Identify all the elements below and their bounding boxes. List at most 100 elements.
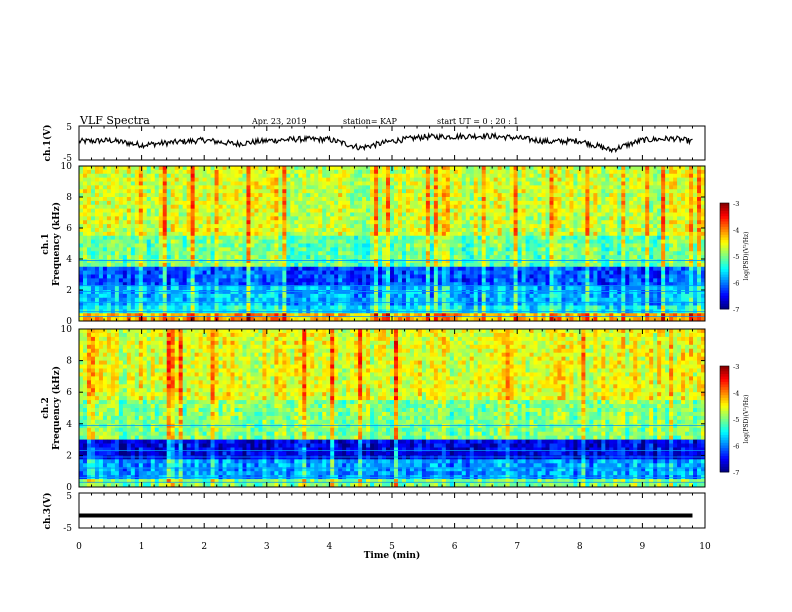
spectrogram-cell	[549, 173, 554, 179]
spectrogram-cell	[493, 239, 499, 244]
spectrogram-cell	[621, 200, 626, 206]
spectrogram-cell	[605, 212, 610, 217]
spectrogram-cell	[242, 278, 247, 283]
spectrogram-cell	[366, 216, 371, 221]
spectrogram-cell	[362, 181, 367, 186]
spectrogram-cell	[609, 262, 614, 268]
spectrogram-cell	[214, 228, 219, 233]
spectrogram-cell	[417, 278, 423, 283]
spectrogram-cell	[326, 208, 331, 213]
spectrogram-cell	[461, 169, 467, 175]
spectrogram-cell	[102, 243, 108, 248]
spectrogram-cell	[473, 208, 479, 213]
spectrogram-cell	[409, 224, 415, 229]
spectrogram-cell	[374, 220, 379, 225]
spectrogram-cell	[521, 266, 526, 272]
spectrogram-cell	[290, 216, 295, 221]
spectrogram-cell	[617, 274, 622, 279]
spectrogram-cell	[298, 262, 303, 268]
spectrogram-cell	[529, 282, 534, 287]
spectrogram-cell	[358, 212, 363, 217]
spectrogram-cell	[326, 224, 331, 229]
spectrogram-cell	[158, 262, 164, 268]
spectrogram-cell	[98, 193, 104, 198]
spectrogram-cell	[110, 231, 116, 237]
spectrogram-cell	[234, 262, 239, 268]
spectrogram-cell	[473, 282, 479, 287]
spectrogram-cell	[501, 274, 507, 279]
spectrogram-cell	[122, 262, 128, 268]
spectrogram-cell	[529, 266, 534, 272]
spectrogram-cell	[473, 177, 479, 182]
spectrogram-cell	[166, 208, 172, 213]
spectrogram-cell	[190, 247, 196, 252]
spectrogram-cell	[413, 197, 419, 202]
spectrogram-cell	[489, 247, 495, 252]
spectrogram-cell	[242, 231, 247, 237]
spectrogram-cell	[306, 274, 311, 279]
spectrogram-cell	[146, 274, 152, 279]
spectrogram-cell	[306, 270, 311, 275]
spectrogram-cell	[154, 197, 160, 202]
spectrogram-cell	[322, 220, 327, 225]
spectrogram-cell	[457, 239, 463, 244]
spectrogram-cell	[621, 239, 626, 244]
spectrogram-cell	[198, 286, 204, 291]
spectrogram-cell	[206, 247, 211, 252]
spectrogram-cell	[298, 247, 303, 252]
spectrogram-cell	[382, 286, 387, 291]
spectrogram-cell	[250, 231, 255, 237]
spectrogram-cell	[489, 185, 495, 190]
spectrogram-cell	[222, 251, 227, 256]
spectrogram-cell	[649, 259, 654, 264]
spectrogram-cell	[633, 262, 638, 268]
spectrogram-cell	[390, 259, 395, 264]
spectrogram-cell	[234, 286, 239, 291]
spectrogram-cell	[158, 197, 164, 202]
spectrogram-cell	[497, 220, 503, 225]
spectrogram-cell	[509, 216, 515, 221]
spectrogram-cell	[158, 251, 164, 256]
spectrogram-cell	[553, 282, 558, 287]
spectrogram-cell	[629, 177, 634, 182]
spectrogram-cell	[449, 259, 455, 264]
spectrogram-cell	[202, 216, 207, 221]
spectrogram-cell	[358, 200, 363, 206]
spectrogram-cell	[346, 255, 351, 260]
spectrogram-cell	[282, 239, 287, 244]
spectrogram-cell	[358, 177, 363, 182]
spectrogram-cell	[106, 228, 112, 233]
spectrogram-cell	[306, 200, 311, 206]
spectrogram-cell	[497, 216, 503, 221]
spectrogram-cell	[689, 228, 694, 233]
spectrogram-cell	[617, 212, 622, 217]
spectrogram-cell	[178, 208, 184, 213]
spectrogram-cell	[533, 185, 538, 190]
spectrogram-cell	[90, 228, 96, 233]
spectrogram-cell	[98, 235, 104, 241]
spectrogram-cell	[390, 216, 395, 221]
spectrogram-cell	[649, 266, 654, 272]
spectrogram-cell	[382, 259, 387, 264]
spectrogram-cell	[290, 204, 295, 210]
spectrogram-cell	[198, 251, 204, 256]
spectrogram-cell	[166, 274, 172, 279]
spectrogram-cell	[593, 224, 598, 229]
spectrogram-cell	[485, 266, 491, 272]
spectrogram-cell	[421, 197, 427, 202]
spectrogram-cell	[98, 208, 104, 213]
spectrogram-cell	[429, 251, 435, 256]
spectrogram-cell	[142, 197, 148, 202]
spectrogram-cell	[657, 181, 662, 186]
spectrogram-cell	[346, 228, 351, 233]
spectrogram-cell	[425, 169, 431, 175]
spectrogram-cell	[637, 193, 642, 198]
spectrogram-cell	[701, 231, 706, 237]
spectrogram-cell	[665, 228, 670, 233]
spectrogram-cell	[689, 259, 694, 264]
spectrogram-cell	[401, 185, 407, 190]
spectrogram-cell	[529, 262, 534, 268]
spectrogram-cell	[354, 286, 359, 291]
spectrogram-cell	[146, 193, 152, 198]
spectrogram-cell	[697, 173, 702, 179]
